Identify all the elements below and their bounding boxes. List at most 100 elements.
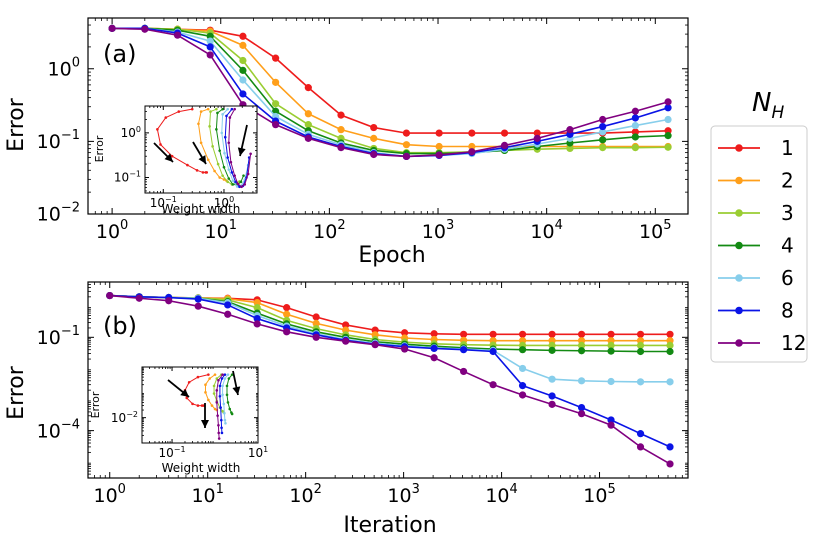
panel-a-y-tick-label-exponent: −1 <box>61 128 80 143</box>
legend-entry-12-label: 12 <box>781 331 806 355</box>
panel-a-series-2-line <box>112 27 669 148</box>
panel-a-series-2-point <box>272 78 280 86</box>
panel-a-series-3-point <box>664 143 672 151</box>
inset-a-series-12-point <box>228 116 232 119</box>
inset-a-arrow-3-head <box>237 147 246 156</box>
legend-frame <box>710 125 808 363</box>
inset-a-series-4-point <box>239 180 243 184</box>
panel-b-series-3-point <box>636 341 645 349</box>
inset-b-series-8-point <box>220 418 223 422</box>
panel-b-series-1-point <box>342 321 350 329</box>
panel-a-x-tick-label: 105 <box>639 218 671 243</box>
panel-b-y-tick-label-exponent: −1 <box>61 324 80 339</box>
panel-b-series-12-point <box>636 443 645 451</box>
inset-b-series-8-point <box>218 384 222 388</box>
panel-a-series-4-point <box>631 133 639 141</box>
panel-a-series-12-point <box>468 148 476 156</box>
panel-a-series-6-point <box>664 115 672 124</box>
panel-b-x-tick-label: 105 <box>583 482 615 507</box>
inset-a-series-8-point <box>234 180 237 184</box>
inset-b-series-6-point <box>223 377 227 380</box>
panel-b-series-12-point <box>548 400 556 408</box>
panel-b-series-12-line <box>109 294 671 465</box>
panel-b-x-tick-label-exponent: 4 <box>510 482 518 497</box>
panel-b-series-12-point <box>607 421 615 429</box>
panel-b-y-tick-label-exponent: −4 <box>61 417 80 432</box>
panel-a-series-6-point <box>239 76 247 84</box>
inset-b-series-4-point <box>226 401 230 404</box>
inset-b-series-8-point <box>220 426 223 430</box>
panel-b-series-12-point <box>283 328 291 336</box>
panel-b-series-1-point <box>283 304 291 312</box>
inset-a-x-tick-label-base: 10 <box>150 196 165 210</box>
inset-a-series-12-point <box>240 185 243 189</box>
inset-a-series-6-point <box>226 107 229 111</box>
panel-b-series-6-point <box>636 378 645 386</box>
panel-a-series-8-point <box>664 104 672 112</box>
inset-b-series-3-point <box>212 384 216 388</box>
panel-b-series-1-point <box>636 330 645 338</box>
inset-a-xlabel: Weight width <box>162 202 241 216</box>
panel-a-series-3-point <box>304 121 312 129</box>
panel-a-x-tick-label-exponent: 0 <box>120 218 128 233</box>
panel-b-series-4-point <box>548 346 556 354</box>
panel-a-series-2-point <box>435 142 443 151</box>
panel-b-series-8-point <box>518 382 527 390</box>
panel-b-series-12-point <box>459 367 468 376</box>
panel-b-x-tick-label: 104 <box>485 482 517 507</box>
panel-b-series-12-point <box>371 341 379 349</box>
panel-b-y-tick-label: 10−1 <box>37 324 80 349</box>
panel-a-series-4-line <box>112 27 669 155</box>
inset-a-series-2-point <box>218 176 221 179</box>
panel-b-series-1-point <box>577 330 586 338</box>
panel-b-x-tick-label-base: 10 <box>485 485 509 507</box>
panel-b-series-1-point <box>489 330 497 338</box>
panel-b-series-4-point <box>666 347 674 356</box>
inset-a-series-4-point <box>222 165 226 169</box>
panel-a-x-tick-label: 102 <box>313 218 345 243</box>
panel-a-x-tick-label: 101 <box>205 218 237 243</box>
inset-a-series-8-point <box>225 114 228 118</box>
panel-b-series-3-point <box>548 341 556 349</box>
panel-a-series-1-point <box>337 111 345 119</box>
panel-a-series-3-line <box>112 27 669 154</box>
legend-entry-6-label: 6 <box>781 266 794 290</box>
panel-b-series-8-point <box>607 416 615 424</box>
panel-b-series-12-point <box>401 345 409 353</box>
panel-b-y-tick-label-base: 10 <box>37 327 61 349</box>
legend-entry-8-marker <box>735 306 743 315</box>
panel-a-series-4-point <box>272 107 280 115</box>
panel-a-series-4-point <box>664 132 672 140</box>
panel-a-y-tick-label: 10−2 <box>37 201 80 226</box>
legend-entry-6-marker <box>735 274 743 282</box>
panel-b-series-12-point <box>518 391 527 399</box>
panel-b-series-1-point <box>548 330 556 338</box>
inset-a-series-2-point <box>197 122 200 126</box>
panel-b-y-tick-label: 10−4 <box>37 417 80 442</box>
panel-b-series-12-point <box>577 410 586 418</box>
inset-b-series-2-point <box>210 404 214 407</box>
panel-b-y-tick-label-base: 10 <box>37 420 61 442</box>
legend-entry-4-label: 4 <box>781 234 794 258</box>
inset-a-series-4-point <box>216 111 219 115</box>
inset-b-y-tick-label-base: 10 <box>111 411 126 425</box>
inset-a-series-2-point <box>213 169 216 173</box>
inset-a-x-tick-label-exponent: 0 <box>229 195 234 204</box>
panel-a-y-tick-label-base: 10 <box>48 58 72 80</box>
panel-a-series-12-point <box>206 51 214 59</box>
inset-a-y-tick-label: 10−1 <box>114 170 141 185</box>
inset-a-series-3-point <box>226 180 229 184</box>
panel-b-series-3-point <box>577 341 586 349</box>
inset-a-series-6-point <box>231 179 235 182</box>
inset-b-series-12-point <box>217 431 221 435</box>
inset-b-series-4-point <box>228 407 232 411</box>
legend-title: NH <box>752 88 784 123</box>
panel-b-series-2-point <box>283 310 291 318</box>
inset-a-series-1-point <box>177 110 181 113</box>
panel-a-series-1-point <box>370 123 378 132</box>
panel-b-series-12-point <box>194 302 202 310</box>
panel-b-series-1-point <box>518 330 527 338</box>
panel-a-series-12-point <box>435 151 443 159</box>
panel-b-series-1-point <box>607 330 615 338</box>
